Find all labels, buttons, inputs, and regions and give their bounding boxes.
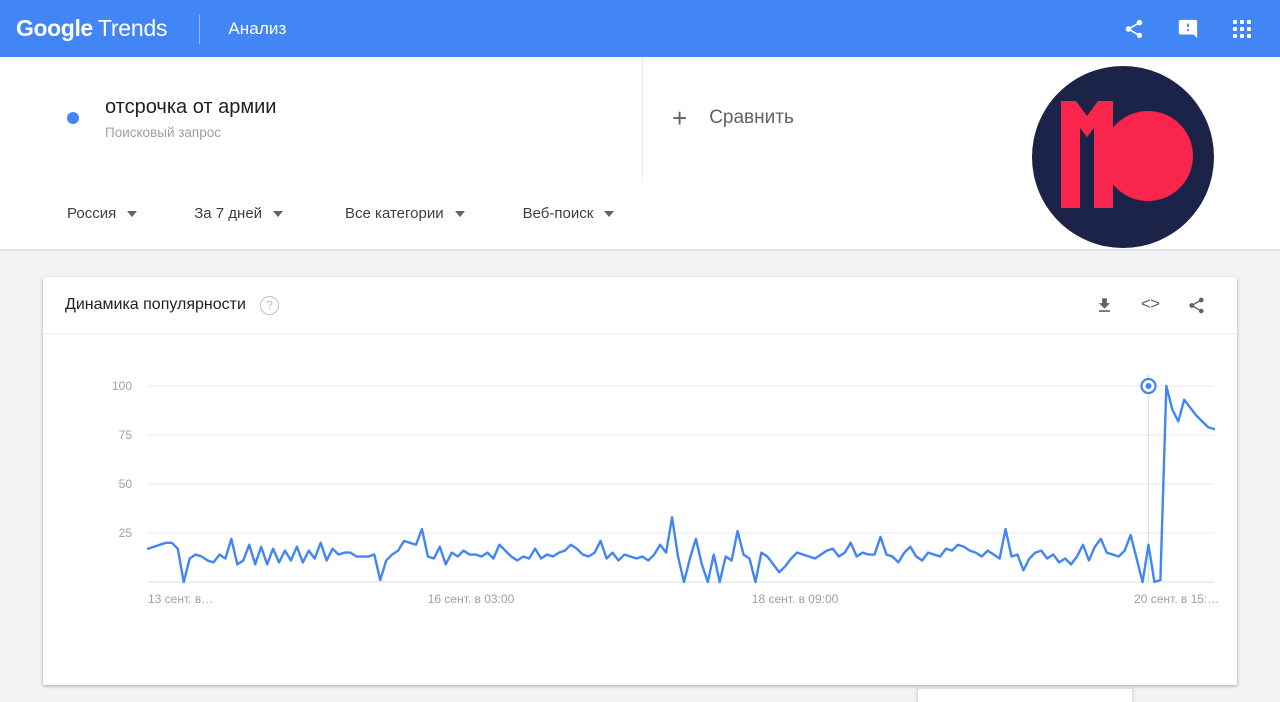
filter-region-label: Россия [67,205,117,222]
highlight-marker-dot [1145,383,1152,389]
card-title: Динамика популярности [65,296,246,313]
logo-m-mark [1061,101,1113,208]
series-line [146,384,1216,584]
filter-region[interactable]: Россия [67,205,138,222]
y-axis-tick-label: 25 [119,526,133,540]
y-axis-tick-label: 75 [119,428,133,442]
chart-tooltip: 20 сент. 2022 г. в 14:00 отсрочка от арм… [917,688,1133,702]
card-actions: <> [1077,286,1215,324]
series-color-dot [67,111,79,124]
brand-google: Google [16,15,93,41]
page-body: Динамика популярности ? <> [0,251,1280,702]
search-term-type: Поисковый запрос [105,124,222,140]
header-actions [1110,0,1280,57]
page-title: Анализ [228,18,287,38]
yu-circle-logo [1032,66,1214,248]
filter-timerange[interactable]: За 7 дней [194,205,284,222]
google-trends-logo[interactable]: Google Trends [16,15,168,42]
interest-over-time-card: Динамика популярности ? <> [43,277,1237,685]
y-axis-tick-label: 100 [112,379,132,393]
logo-o-mark [1103,111,1193,201]
header-divider [199,13,201,44]
add-comparison-button[interactable]: + Сравнить [643,57,1280,178]
embed-icon[interactable]: <> [1131,286,1169,324]
app-header: Google Trends Анализ [0,0,1280,57]
share-icon[interactable] [1110,5,1158,53]
x-axis-tick-label: 13 сент. в… [148,592,213,606]
feedback-icon[interactable] [1164,5,1212,53]
filter-search-type[interactable]: Веб-поиск [523,205,615,222]
filter-search-type-label: Веб-поиск [522,205,594,222]
x-axis-tick-label: 16 сент. в 03:00 [428,592,515,606]
filter-category[interactable]: Все категории [345,205,465,222]
brand-trends: Trends [97,15,168,41]
filter-timerange-label: За 7 дней [194,205,263,222]
download-icon[interactable] [1085,286,1123,324]
interest-over-time-chart: 25 50 75 100 13 сент. в… 16 сент. в 03:00 18 с… [43,334,1237,684]
search-term-label: отсрочка от армии [105,95,277,118]
compare-label: Сравнить [709,106,794,128]
chart-svg: 25 50 75 100 13 сент. в… 16 сент. в 03:00 18 с… [112,374,1219,606]
chevron-down-icon [454,210,465,217]
chevron-down-icon [604,210,615,217]
search-term-card[interactable]: отсрочка от армии Поисковый запрос [0,57,643,178]
y-axis-tick-label: 50 [119,477,133,491]
x-axis-tick-label: 20 сент. в 15:… [1134,592,1219,606]
share-icon[interactable] [1177,286,1215,324]
filter-category-label: Все категории [345,205,444,222]
embed-glyph: <> [1140,295,1160,315]
chevron-down-icon [127,210,138,217]
x-axis-tick-label: 18 сент. в 09:00 [752,592,839,606]
apps-grid-icon[interactable] [1218,5,1266,53]
help-icon[interactable]: ? [259,295,279,315]
card-header: Динамика популярности ? <> [43,277,1237,334]
plus-icon: + [672,102,688,133]
chevron-down-icon [273,210,284,217]
